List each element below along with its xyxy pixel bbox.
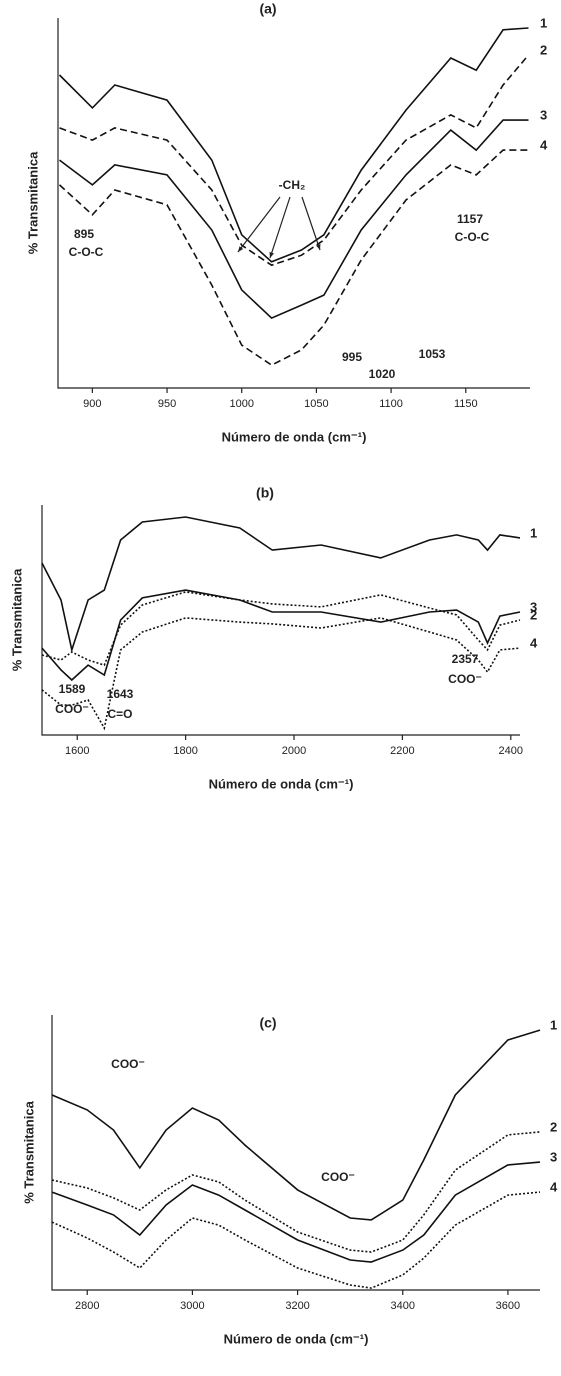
spectrum-line [51, 1191, 541, 1289]
x-tick-label: 1000 [229, 398, 253, 410]
series-label: 1 [550, 1018, 557, 1033]
x-tick-label: 1600 [65, 745, 89, 757]
chart-title: (a) [259, 1, 276, 17]
series-label: 2 [550, 1119, 557, 1134]
chart-title: (b) [256, 485, 274, 501]
series-label: 3 [550, 1150, 557, 1165]
series-label: 4 [540, 138, 548, 153]
x-tick-label: 2000 [282, 745, 306, 757]
annotation: 995 [342, 350, 362, 364]
series-label: 4 [550, 1180, 558, 1195]
axes [51, 1015, 540, 1291]
x-axis-label: Número de onda (cm⁻¹) [209, 776, 354, 791]
x-tick-label: 1150 [454, 398, 478, 410]
x-tick-label: 2800 [75, 1300, 99, 1312]
x-tick-label: 3000 [180, 1300, 204, 1312]
spectrum-line [59, 119, 529, 320]
annotation: -CH₂ [279, 178, 306, 192]
series-label: 1 [530, 525, 537, 540]
x-tick-label: 1100 [379, 398, 403, 410]
spectrum-line [51, 1029, 541, 1221]
x-tick-label: 950 [158, 398, 176, 410]
x-tick-label: 3600 [496, 1300, 520, 1312]
spectrum-line [41, 617, 521, 731]
annotation: COO⁻ [55, 702, 89, 716]
annotation: 1157 [457, 212, 483, 226]
x-tick-label: 3400 [391, 1300, 415, 1312]
x-axis-label: Número de onda (cm⁻¹) [222, 429, 367, 444]
series-label: 2 [540, 42, 547, 57]
annotation: C-O-C [455, 230, 490, 244]
annotation: COO⁻ [448, 672, 482, 686]
annotation: 895 [74, 227, 94, 241]
spectrum-line [51, 1161, 541, 1263]
spectrum-line [41, 589, 521, 682]
spectrum-line [41, 591, 521, 667]
axes [41, 505, 520, 736]
x-tick-label: 1050 [304, 398, 328, 410]
annotation: 2357 [452, 652, 479, 666]
series-label: 3 [540, 108, 547, 123]
annotation: 1053 [419, 347, 446, 361]
y-axis-label: % Transmitanica [9, 568, 24, 671]
series-label: 3 [530, 599, 537, 614]
arrow [301, 196, 321, 251]
x-tick-label: 900 [83, 398, 101, 410]
series-label: 1 [540, 15, 547, 30]
annotation: COO⁻ [321, 1170, 355, 1184]
arrow-head [238, 246, 244, 252]
arrow-head [269, 252, 274, 258]
series-label: 2 [530, 607, 537, 622]
x-tick-label: 3200 [285, 1300, 309, 1312]
x-tick-label: 1800 [173, 745, 197, 757]
arrow-head [316, 244, 321, 250]
annotation: C-O-C [69, 245, 104, 259]
x-axis-label: Número de onda (cm⁻¹) [224, 1331, 369, 1346]
series-label: 4 [530, 635, 538, 650]
x-tick-label: 2200 [390, 745, 414, 757]
chart-title: (c) [259, 1015, 276, 1031]
annotation: C=O [107, 707, 132, 721]
axes [57, 18, 530, 389]
spectrum-line [58, 149, 529, 367]
arrow [237, 196, 281, 253]
annotation: 1589 [59, 682, 86, 696]
y-axis-label: % Transmitanica [21, 1100, 36, 1203]
annotation: 1643 [107, 687, 134, 701]
spectrum-line [41, 516, 521, 653]
y-axis-label: % Transmitanica [25, 151, 40, 254]
x-tick-label: 2400 [499, 745, 523, 757]
spectrum-line [59, 54, 530, 267]
annotation: COO⁻ [111, 1057, 145, 1071]
spectrum-line [58, 27, 529, 263]
spectrum-line [51, 1131, 541, 1253]
annotation: 1020 [369, 367, 396, 381]
arrow [269, 196, 291, 259]
